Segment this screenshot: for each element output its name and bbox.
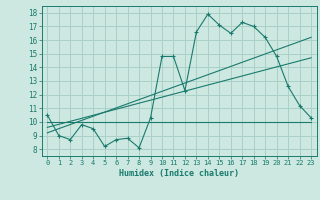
X-axis label: Humidex (Indice chaleur): Humidex (Indice chaleur) xyxy=(119,169,239,178)
